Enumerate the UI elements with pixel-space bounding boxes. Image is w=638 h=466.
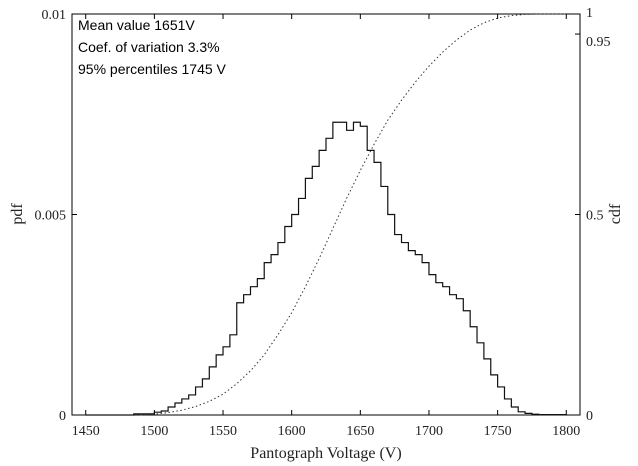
x-tick-label: 1650 <box>346 424 374 439</box>
y2-tick-label: 0.5 <box>586 209 604 224</box>
x-tick-label: 1450 <box>72 424 100 439</box>
y2-tick-label: 1 <box>586 6 593 21</box>
y2-tick-label: 0.95 <box>586 35 611 50</box>
y2-tick-label: 0 <box>586 409 593 424</box>
annotation-cov: Coef. of variation 3.3% <box>78 39 220 55</box>
y-tick-label: 0.01 <box>42 8 67 23</box>
x-tick-label: 1700 <box>415 424 443 439</box>
x-tick-label: 1550 <box>209 424 237 439</box>
x-axis-title: Pantograph Voltage (V) <box>250 445 401 462</box>
annotation-percentile: 95% percentiles 1745 V <box>78 61 227 77</box>
x-tick-label: 1500 <box>140 424 168 439</box>
y-tick-label: 0.005 <box>35 209 67 224</box>
y-axis-title: pdf <box>9 203 26 225</box>
y2-axis-ticks: 0 0.5 0.95 1 <box>575 6 611 424</box>
annotation-mean: Mean value 1651V <box>78 17 195 33</box>
x-tick-label: 1600 <box>278 424 306 439</box>
x-tick-label: 1800 <box>552 424 580 439</box>
x-axis-ticks: 1450 1500 1550 1600 1650 1700 1750 1800 <box>72 14 580 439</box>
cdf-series-line <box>140 13 567 416</box>
pdf-series-line <box>85 121 567 416</box>
y2-axis-title: cdf <box>607 203 624 224</box>
y-tick-label: 0 <box>59 409 66 424</box>
x-tick-label: 1750 <box>484 424 512 439</box>
y-axis-ticks: 0 0.005 0.01 <box>35 8 77 424</box>
